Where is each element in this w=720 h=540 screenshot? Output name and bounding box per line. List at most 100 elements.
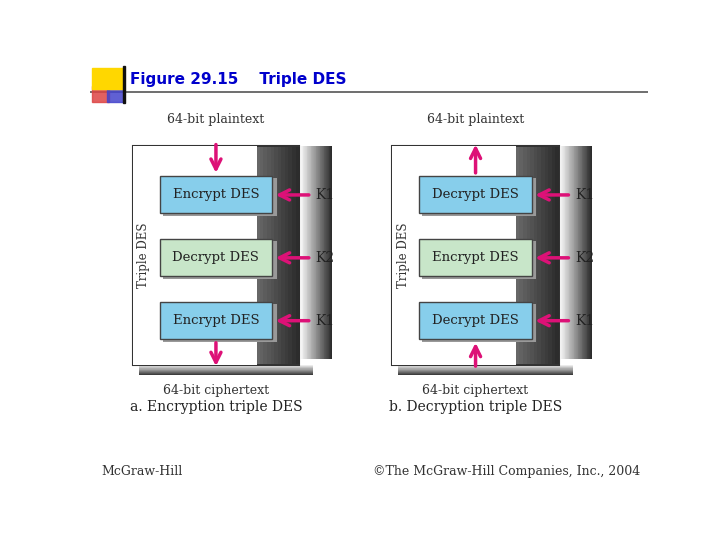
Bar <box>307 146 309 359</box>
Bar <box>282 147 285 363</box>
Bar <box>264 147 267 363</box>
Bar <box>163 241 276 279</box>
Bar <box>398 367 573 368</box>
Bar <box>321 146 323 359</box>
Bar <box>310 146 312 359</box>
Bar <box>163 304 276 342</box>
Bar <box>398 370 573 372</box>
Bar <box>166 147 171 363</box>
Bar <box>552 147 556 363</box>
Bar <box>139 367 313 368</box>
Bar <box>139 372 313 373</box>
Bar <box>398 364 573 365</box>
Bar <box>181 147 185 363</box>
Bar <box>139 370 313 371</box>
Bar <box>430 147 434 363</box>
Bar <box>160 239 272 276</box>
Text: K1: K1 <box>575 188 595 202</box>
Bar <box>325 146 326 359</box>
Bar <box>444 147 448 363</box>
Bar <box>132 146 300 365</box>
Bar <box>567 146 568 359</box>
Bar <box>589 146 590 359</box>
Bar <box>426 147 431 363</box>
Bar <box>139 364 313 365</box>
Bar <box>586 146 587 359</box>
Bar <box>448 147 451 363</box>
Bar <box>163 178 276 217</box>
Bar <box>398 369 573 370</box>
Text: McGraw-Hill: McGraw-Hill <box>102 465 183 478</box>
Bar <box>306 146 307 359</box>
Bar <box>303 146 305 359</box>
Bar <box>139 366 313 367</box>
Bar <box>548 147 552 363</box>
Bar <box>91 68 122 90</box>
Bar <box>398 374 573 375</box>
Bar <box>184 147 189 363</box>
Bar <box>304 146 305 359</box>
Bar <box>572 146 574 359</box>
Bar <box>509 147 513 363</box>
Bar <box>253 147 256 363</box>
Text: Figure 29.15    Triple DES: Figure 29.15 Triple DES <box>130 72 347 87</box>
Bar <box>544 147 549 363</box>
Text: Decrypt DES: Decrypt DES <box>432 314 519 327</box>
Bar <box>316 146 318 359</box>
Bar <box>574 146 575 359</box>
Bar <box>139 366 313 367</box>
Bar <box>398 365 573 366</box>
Bar <box>498 147 502 363</box>
Bar <box>585 146 586 359</box>
Bar <box>213 147 217 363</box>
Bar <box>160 302 272 339</box>
Bar <box>588 146 590 359</box>
Bar <box>329 146 330 359</box>
Text: b. Decryption triple DES: b. Decryption triple DES <box>389 401 562 415</box>
Bar <box>139 374 313 375</box>
Bar <box>580 146 581 359</box>
Bar <box>327 146 328 359</box>
Bar <box>563 146 564 359</box>
Bar <box>575 146 576 359</box>
Bar <box>160 177 272 213</box>
Bar <box>319 146 320 359</box>
Bar <box>228 147 232 363</box>
Bar <box>199 147 203 363</box>
Bar <box>188 147 192 363</box>
Bar <box>541 147 545 363</box>
Text: 64-bit ciphertext: 64-bit ciphertext <box>423 384 528 397</box>
Bar <box>537 147 541 363</box>
Bar <box>202 147 207 363</box>
Bar <box>285 147 289 363</box>
Text: ©The McGraw-Hill Companies, Inc., 2004: ©The McGraw-Hill Companies, Inc., 2004 <box>373 465 640 478</box>
Bar <box>505 147 509 363</box>
Text: 64-bit plaintext: 64-bit plaintext <box>167 113 264 126</box>
Bar <box>132 146 256 365</box>
Bar <box>192 147 196 363</box>
Bar <box>455 147 459 363</box>
Bar <box>484 147 487 363</box>
Bar <box>260 147 264 363</box>
Bar <box>220 147 225 363</box>
Bar <box>156 147 160 363</box>
Text: K1: K1 <box>315 188 335 202</box>
Bar <box>305 146 306 359</box>
Bar <box>568 146 569 359</box>
Bar <box>582 146 584 359</box>
Bar <box>398 373 573 374</box>
Bar <box>139 373 313 374</box>
Bar <box>301 146 302 359</box>
Bar <box>174 147 178 363</box>
Text: Triple DES: Triple DES <box>137 222 150 288</box>
Bar <box>309 146 310 359</box>
Bar <box>256 147 260 363</box>
Bar <box>437 147 441 363</box>
Bar <box>308 146 310 359</box>
Bar <box>278 147 282 363</box>
Bar <box>466 147 469 363</box>
Bar <box>271 147 274 363</box>
Bar <box>441 147 444 363</box>
Bar <box>328 146 330 359</box>
Text: Encrypt DES: Encrypt DES <box>432 251 519 264</box>
